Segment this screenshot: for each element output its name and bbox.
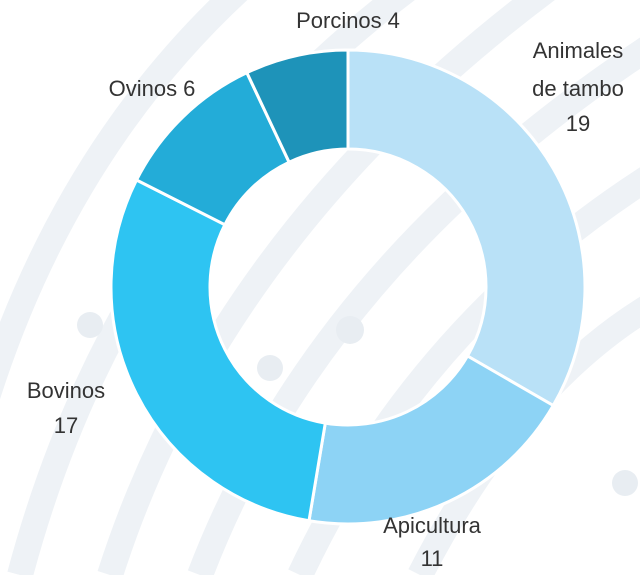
donut-slice [307,353,556,526]
slice-value: 4 [388,8,400,33]
slice-name: Porcinos [296,8,382,33]
donut-slice [346,48,587,408]
slice-name: Bovinos [27,378,105,403]
slice-value: 6 [183,76,195,101]
donut-slice [109,177,328,523]
donut-slice [244,48,350,165]
slice-value: 11 [421,546,444,571]
slice-name: Apicultura [383,513,482,538]
slice-value: 19 [566,111,590,136]
slice-name-line: Animales [533,38,623,63]
slice-name: Ovinos [109,76,177,101]
slice-label: Ovinos 6 [109,76,196,101]
slice-name-line: de tambo [532,76,624,101]
slice-label: Porcinos 4 [296,8,400,33]
donut [109,48,587,526]
labels: 19 Animales de tambo Apicultura 11 Bovinos 17 O… [27,8,624,571]
slice-name: Animales de tambo [532,38,624,101]
slice-value: 17 [54,413,78,438]
